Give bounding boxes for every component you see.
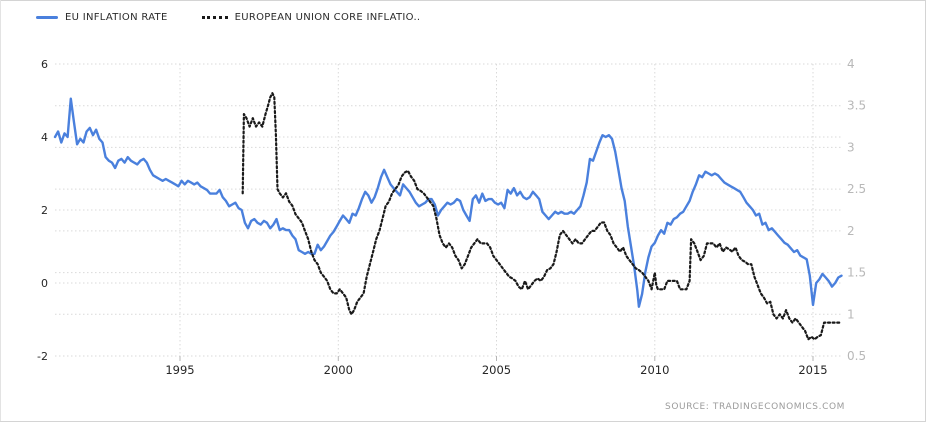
widget-top-border — [0, 0, 926, 1]
right-axis-tick-label: 0.5 — [847, 349, 866, 363]
widget-left-border — [0, 0, 1, 422]
right-axis-tick-label: 3.5 — [847, 99, 866, 113]
chart-legend: EU INFLATION RATE EUROPEAN UNION CORE IN… — [36, 12, 420, 23]
legend-item-core-inflation[interactable]: EUROPEAN UNION CORE INFLATIO.. — [201, 12, 421, 23]
widget-bottom-border — [0, 421, 926, 422]
left-axis-tick-label: 4 — [41, 131, 48, 144]
x-axis-tick-label: 1995 — [165, 363, 194, 377]
right-axis-tick-label: 3 — [847, 140, 855, 154]
source-credit-link[interactable]: SOURCE: TRADINGECONOMICS.COM — [665, 402, 845, 412]
left-axis-tick-label: 2 — [41, 204, 48, 217]
x-axis-tick-label: 2005 — [482, 363, 511, 377]
left-axis-tick-label: 0 — [41, 277, 48, 290]
right-axis-tick-label: 1.5 — [847, 266, 866, 280]
blue-line-swatch-icon — [36, 16, 58, 19]
x-axis-tick-label: 2000 — [324, 363, 353, 377]
widget-right-border — [925, 0, 926, 422]
black-dotted-swatch-icon — [201, 16, 228, 19]
right-axis-tick-label: 1 — [847, 307, 855, 321]
series-line-eu-inflation[interactable] — [53, 97, 843, 308]
right-axis-tick-label: 2.5 — [847, 182, 866, 196]
right-axis-tick-label: 4 — [847, 57, 855, 71]
legend-item-eu-inflation-rate[interactable]: EU INFLATION RATE — [36, 12, 168, 23]
x-axis-tick-label: 2015 — [798, 363, 827, 377]
x-axis-tick-label: 2010 — [640, 363, 669, 377]
right-axis-tick-label: 2 — [847, 224, 855, 238]
series-line-core-inflation[interactable] — [241, 92, 842, 341]
legend-label: EU INFLATION RATE — [65, 12, 168, 23]
left-axis-tick-label: 6 — [41, 58, 48, 71]
left-axis-tick-label: -2 — [37, 350, 48, 363]
legend-label: EUROPEAN UNION CORE INFLATIO.. — [234, 12, 421, 23]
